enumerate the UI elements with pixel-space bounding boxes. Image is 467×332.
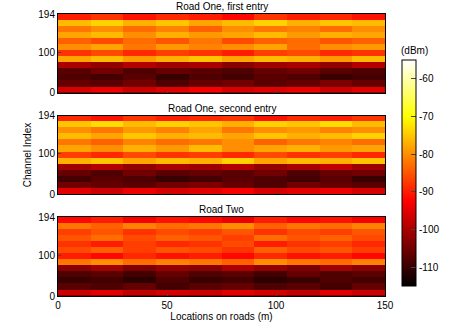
svg-text:100: 100	[38, 250, 55, 261]
svg-text:100: 100	[38, 47, 55, 58]
svg-text:0: 0	[55, 300, 61, 311]
svg-text:-70: -70	[419, 111, 434, 122]
svg-text:194: 194	[38, 212, 55, 223]
svg-text:194: 194	[38, 9, 55, 20]
svg-text:0: 0	[49, 189, 55, 200]
svg-text:100: 100	[38, 148, 55, 159]
svg-text:Locations on roads (m): Locations on roads (m)	[170, 311, 272, 322]
svg-text:-100: -100	[419, 224, 439, 235]
svg-text:-60: -60	[419, 73, 434, 84]
svg-text:Road Two: Road Two	[199, 204, 244, 215]
svg-text:100: 100	[268, 300, 285, 311]
svg-text:Road One, second entry: Road One, second entry	[168, 103, 276, 114]
svg-text:-90: -90	[419, 186, 434, 197]
svg-text:Channel Index: Channel Index	[22, 123, 33, 188]
svg-text:Road One, first entry: Road One, first entry	[176, 1, 268, 12]
svg-text:194: 194	[38, 110, 55, 121]
svg-text:0: 0	[49, 87, 55, 98]
svg-text:(dBm): (dBm)	[401, 45, 428, 56]
svg-text:-80: -80	[419, 149, 434, 160]
svg-text:-110: -110	[419, 262, 439, 273]
svg-text:150: 150	[377, 300, 394, 311]
svg-text:0: 0	[49, 291, 55, 302]
svg-text:50: 50	[161, 300, 173, 311]
